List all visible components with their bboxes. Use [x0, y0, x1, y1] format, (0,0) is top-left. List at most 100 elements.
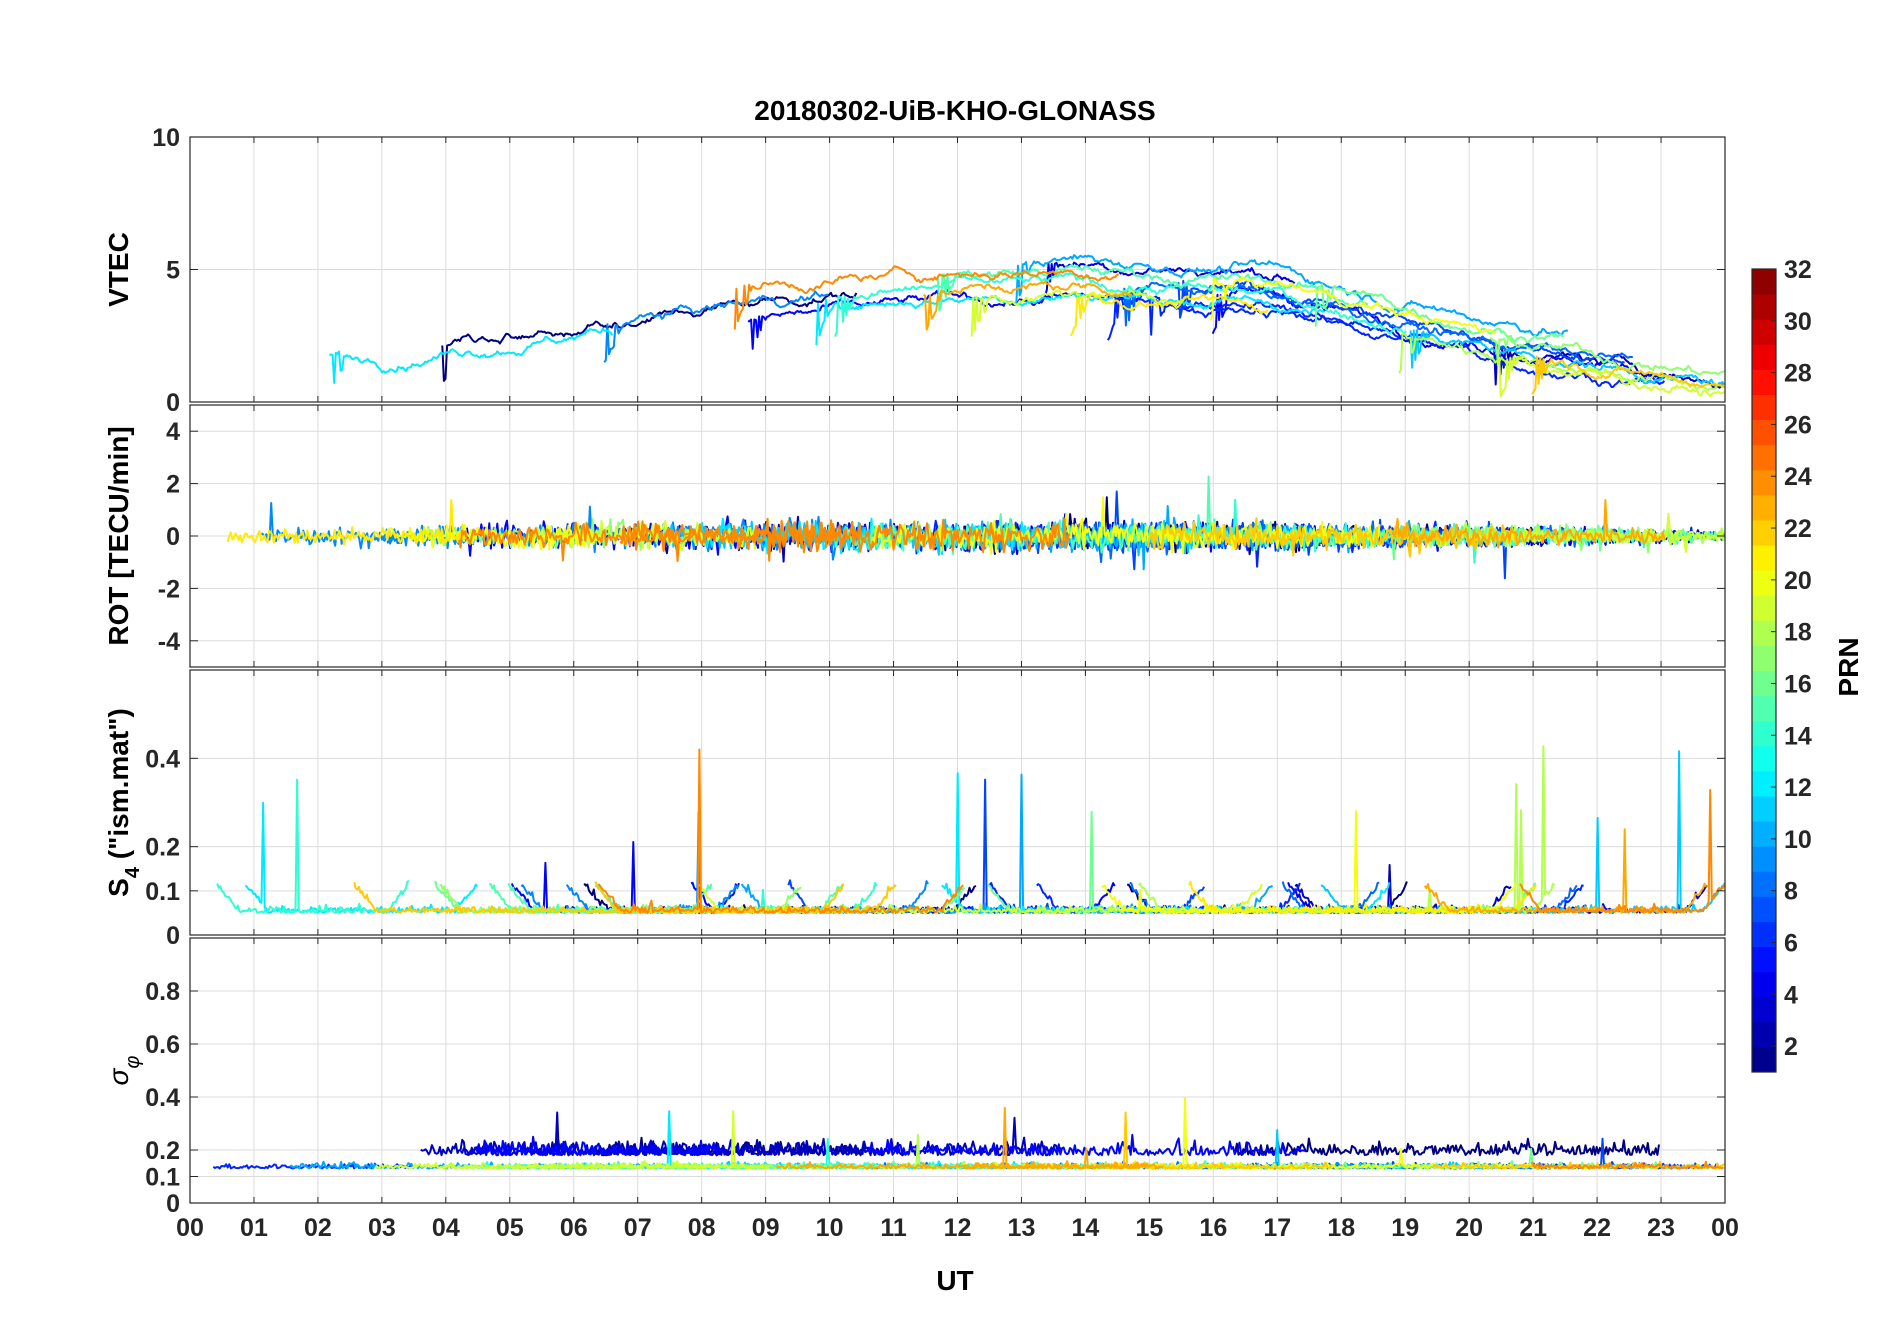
colorbar-tick-label: 28 — [1784, 360, 1812, 388]
y-tick-label: 0.6 — [145, 1031, 180, 1059]
x-tick-label: 06 — [560, 1214, 588, 1242]
series-line-prn-21 — [1188, 880, 1537, 914]
series-line-prn-14 — [834, 271, 1407, 338]
series-line-prn-16 — [1314, 283, 1565, 344]
colorbar-swatch — [1752, 871, 1776, 897]
colorbar-swatch — [1752, 394, 1776, 421]
x-axis-ticks: 00 01 02 03 04 05 06 07 08 09 10 11 12 13 14 15 16 17 18 19… — [176, 1214, 1739, 1242]
series-line-prn-14 — [216, 778, 410, 914]
s4-panel: 0 0.1 0.2 0.4S4 ("ism.mat") — [103, 669, 1726, 950]
series-line-prn-10 — [1014, 254, 1569, 337]
series-line-prn-12 — [654, 1110, 974, 1170]
rot-panel: -4 -2 0 2 4 ROT [TECU/min] — [103, 404, 1726, 668]
series-line-prn-17 — [1489, 336, 1725, 376]
colorbar-tick-label: 32 — [1784, 256, 1812, 284]
series-line-prn-24 — [597, 748, 964, 914]
series-line-prn-24 — [733, 265, 1120, 330]
colorbar-swatch — [1752, 369, 1776, 395]
series-line-prn-9 — [260, 502, 468, 550]
x-tick-label: 15 — [1135, 1214, 1163, 1242]
series-line-prn-19 — [374, 1110, 769, 1170]
colorbar-tick-label: 14 — [1784, 722, 1812, 750]
series-line-prn-18 — [1138, 745, 1556, 914]
y-tick-label: 0 — [166, 1190, 180, 1218]
series-line-prn-23 — [775, 1106, 1149, 1170]
y-tick-label: 10 — [152, 124, 180, 152]
x-tick-label: 18 — [1327, 1214, 1355, 1242]
x-tick-label: 11 — [880, 1214, 907, 1242]
colorbar-tick-label: 12 — [1784, 774, 1812, 802]
series-line-prn-1 — [1233, 1137, 1660, 1157]
series-line-prn-5 — [474, 1135, 722, 1157]
y-axis-label: ROT [TECU/min] — [103, 426, 134, 645]
x-tick-label: 22 — [1583, 1214, 1611, 1242]
colorbar-tick-label: 10 — [1784, 826, 1812, 854]
x-tick-label: 20 — [1455, 1214, 1483, 1242]
y-tick-label: 2 — [166, 471, 180, 499]
y-tick-label: 0 — [166, 389, 180, 417]
colorbar-swatch — [1752, 444, 1776, 471]
y-tick-label: -4 — [158, 628, 180, 656]
colorbar-swatch — [1752, 821, 1776, 847]
colorbar-swatch — [1752, 1046, 1776, 1073]
colorbar-tick-label: 24 — [1784, 463, 1812, 491]
colorbar-frame — [1751, 268, 1777, 1073]
series-line-prn-18 — [1398, 332, 1725, 392]
y-tick-label: 0.2 — [145, 1137, 180, 1165]
y-axis-label: S4 ("ism.mat") — [103, 708, 144, 897]
y-tick-label: 0.4 — [145, 1084, 180, 1112]
series-line-prn-20 — [1104, 1097, 1594, 1170]
series-line-prn-1 — [441, 291, 858, 382]
colorbar-tick-label: 20 — [1784, 567, 1812, 595]
x-tick-label: 16 — [1199, 1214, 1227, 1242]
colorbar-swatch — [1752, 720, 1776, 747]
series-line-prn-22 — [1531, 355, 1725, 395]
series-line-prn-21 — [1070, 293, 1269, 337]
y-tick-label: 5 — [166, 257, 180, 285]
series-line-prn-10 — [740, 773, 1274, 914]
colorbar-tick-label: 6 — [1784, 929, 1798, 957]
x-tick-label: 01 — [240, 1214, 268, 1242]
colorbar-swatch — [1752, 921, 1776, 948]
colorbar-tick-label: 26 — [1784, 411, 1812, 439]
series-line-prn-7 — [1176, 279, 1626, 364]
x-tick-label: 19 — [1391, 1214, 1419, 1242]
colorbar-tick-label: 8 — [1784, 878, 1798, 906]
x-tick-label: 12 — [944, 1214, 972, 1242]
x-tick-label: 17 — [1263, 1214, 1291, 1242]
x-tick-label: 05 — [496, 1214, 524, 1242]
x-tick-label: 04 — [432, 1214, 460, 1242]
x-axis-label: UT — [936, 1265, 973, 1296]
x-tick-label: 02 — [304, 1214, 332, 1242]
colorbar-tick-label: 22 — [1784, 515, 1812, 543]
colorbar-tick-label: 18 — [1784, 619, 1812, 647]
y-tick-label: 0.2 — [145, 834, 180, 862]
colorbar-swatch — [1752, 319, 1776, 345]
y-tick-label: -2 — [158, 575, 180, 603]
x-tick-label: 07 — [624, 1214, 652, 1242]
colorbar-tick-label: 4 — [1784, 981, 1798, 1009]
series-line-prn-22 — [1110, 1111, 1333, 1170]
series-line-prn-23 — [964, 1162, 1164, 1170]
chart-title: 20180302-UiB-KHO-GLONASS — [754, 95, 1155, 126]
colorbar-swatch — [1752, 494, 1776, 521]
series-line-prn-12 — [941, 772, 1391, 914]
y-tick-label: 0.8 — [145, 978, 180, 1006]
colorbar-swatch — [1752, 344, 1776, 370]
series-line-prn-23 — [923, 280, 1133, 331]
series-line-prn-24 — [619, 517, 1071, 563]
colorbar-swatch — [1752, 294, 1776, 320]
series-line-prn-12 — [815, 292, 1325, 346]
series-line-prn-20 — [1209, 276, 1497, 335]
colorbar-swatch — [1752, 620, 1776, 646]
series-line-prn-19 — [1502, 512, 1725, 553]
y-tick-label: 0 — [166, 523, 180, 551]
x-tick-label: 00 — [176, 1214, 204, 1242]
colorbar-swatch — [1752, 946, 1776, 973]
x-tick-label: 00 — [1711, 1214, 1739, 1242]
colorbar-swatch — [1752, 469, 1776, 496]
x-tick-label: 10 — [816, 1214, 844, 1242]
series-line-prn-9 — [603, 290, 829, 363]
